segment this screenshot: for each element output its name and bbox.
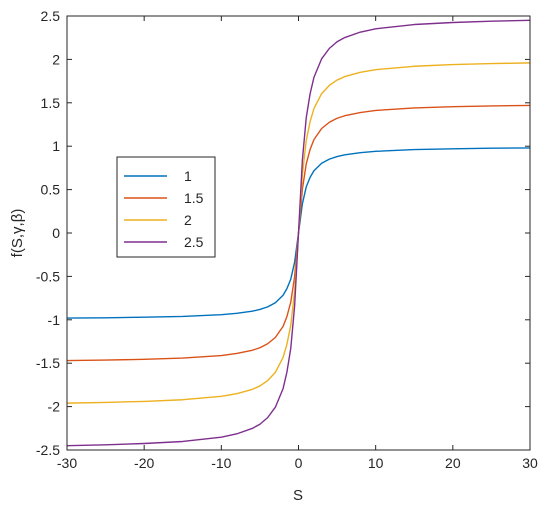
y-tick-label: -2.5 [36,442,60,458]
y-tick-label: 0 [52,225,60,241]
legend-box [116,156,216,258]
legend-label: 1.5 [184,190,204,206]
y-tick-label: 1.5 [41,95,61,111]
x-tick-label: 30 [522,455,538,471]
legend-label: 2.5 [184,234,204,250]
y-tick-label: 1 [52,138,60,154]
x-tick-label: 20 [445,455,461,471]
y-tick-label: -2 [48,399,61,415]
x-tick-label: 0 [295,455,303,471]
series-line-4 [66,19,531,447]
y-tick-label: 2 [52,51,60,67]
legend: 1 1.5 2 2.5 [116,156,216,258]
legend-items: 1 1.5 2 2.5 [124,168,204,250]
y-tick-label: -1.5 [36,355,60,371]
y-axis-label: f(S,γ,β) [9,209,26,258]
x-tick-label: 10 [368,455,384,471]
y-tick-label: 2.5 [41,8,61,24]
ticks-layer: -30 -20 -10 0 10 20 30 -2.5 -2 -1.5 -1 -0.5 0 0.5 1 1.5… [36,8,538,471]
y-tick-label: -0.5 [36,268,60,284]
legend-label: 2 [184,212,192,228]
x-tick-label: -10 [211,455,231,471]
y-tick-label: 0.5 [41,182,61,198]
y-tick-label: -1 [48,312,61,328]
legend-label: 1 [184,168,192,184]
x-tick-label: -30 [57,455,77,471]
x-axis-label: S [293,487,303,504]
x-tick-label: -20 [134,455,154,471]
series-layer [66,19,531,447]
